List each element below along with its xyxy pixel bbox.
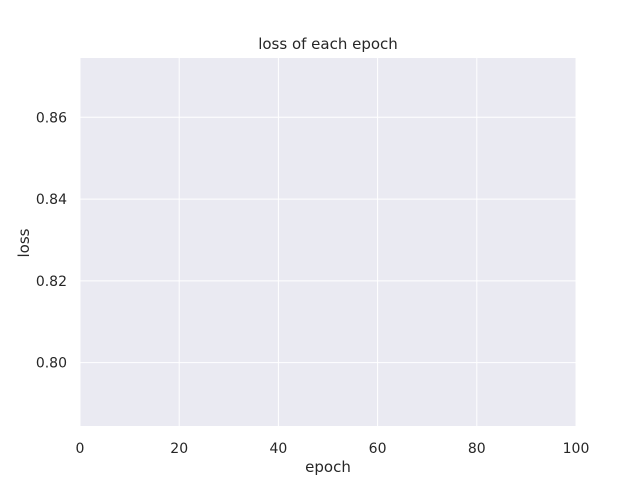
x-tick-label: 100 xyxy=(563,441,590,457)
x-tick-label: 40 xyxy=(269,441,287,457)
y-tick-label: 0.86 xyxy=(36,110,67,126)
y-grid xyxy=(80,116,576,364)
x-tick-labels: 0 20 40 60 80 100 xyxy=(76,441,590,457)
y-tick-label: 0.84 xyxy=(36,192,67,208)
x-tick-label: 60 xyxy=(369,441,387,457)
plot-area xyxy=(80,58,576,426)
chart-title: loss of each epoch xyxy=(258,35,398,53)
x-tick-label: 20 xyxy=(170,441,188,457)
x-tick-label: 0 xyxy=(76,441,85,457)
x-tick-label: 80 xyxy=(468,441,486,457)
x-axis-label: epoch xyxy=(305,458,351,476)
y-tick-label: 0.80 xyxy=(36,356,67,372)
x-grid xyxy=(79,58,577,426)
y-tick-labels: 0.80 0.82 0.84 0.86 xyxy=(36,110,67,371)
y-tick-label: 0.82 xyxy=(36,274,67,290)
y-axis-label: loss xyxy=(15,228,33,257)
